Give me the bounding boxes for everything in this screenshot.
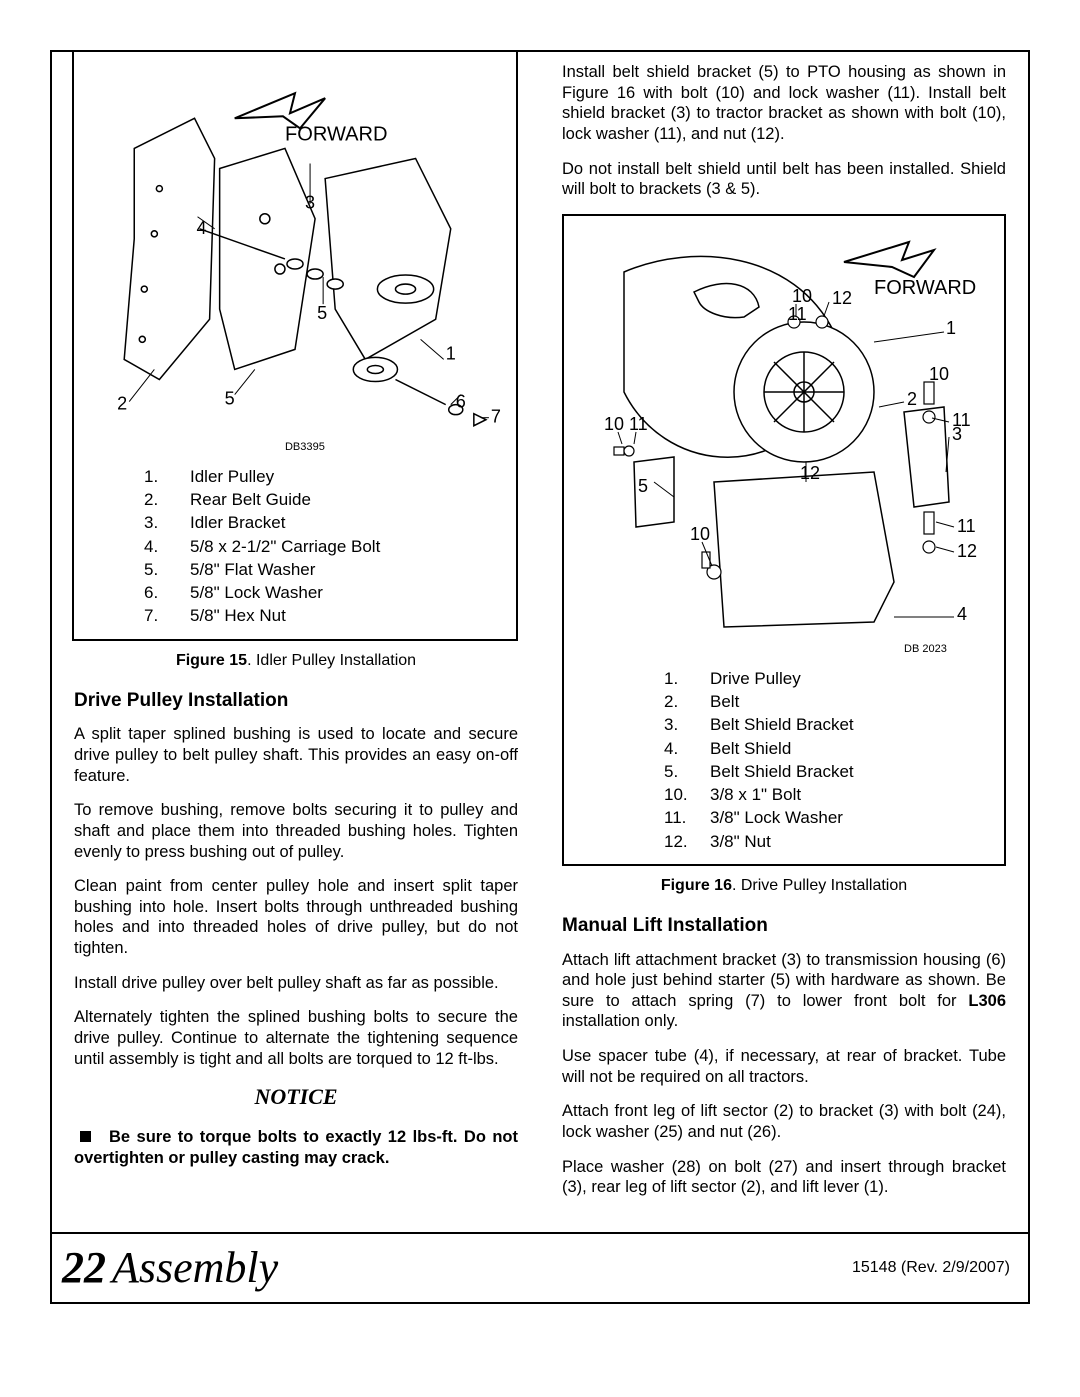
callout-5b: 5 (225, 389, 235, 409)
list-item: 12.3/8" Nut (664, 831, 994, 852)
figure-15-caption: Figure 15. Idler Pulley Installation (74, 651, 518, 671)
heading-drive-pulley: Drive Pulley Installation (74, 689, 518, 713)
callout-5: 5 (638, 476, 648, 496)
callout-2: 2 (117, 394, 127, 414)
paragraph: Install drive pulley over belt pulley sh… (74, 973, 518, 994)
callout-11a: 11 (629, 414, 648, 434)
figure-15-diagram: FORWARD (84, 58, 506, 460)
list-item: 2.Rear Belt Guide (144, 489, 506, 510)
list-item: 4.5/8 x 2-1/2" Carriage Bolt (144, 536, 506, 557)
paragraph: A split taper splined bushing is used to… (74, 724, 518, 786)
page-title: 22Assembly (62, 1242, 278, 1293)
callout-2: 2 (907, 389, 917, 409)
figure-16-diagram: FORWARD (574, 222, 994, 662)
paragraph: Alternately tighten the splined bushing … (74, 1007, 518, 1069)
list-item: 4.Belt Shield (664, 738, 994, 759)
doc-id: 15148 (Rev. 2/9/2007) (852, 1259, 1010, 1277)
db-tag-16: DB 2023 (904, 643, 947, 655)
list-item: 10.3/8 x 1" Bolt (664, 784, 994, 805)
callout-6: 6 (456, 392, 466, 412)
list-item: 5.5/8" Flat Washer (144, 559, 506, 580)
figure-15-box: FORWARD (72, 50, 518, 641)
notice-body: Be sure to torque bolts to exactly 12 lb… (74, 1127, 518, 1168)
list-item: 3.Belt Shield Bracket (664, 714, 994, 735)
callout-7: 7 (491, 407, 501, 427)
list-item: 1.Drive Pulley (664, 668, 994, 689)
page: FORWARD (0, 0, 1080, 1324)
paragraph: Do not install belt shield until belt ha… (562, 159, 1006, 200)
paragraph: Place washer (28) on bolt (27) and inser… (562, 1157, 1006, 1198)
callout-11c: 11 (952, 410, 971, 430)
callout-10a: 10 (929, 364, 949, 384)
list-item: 1.Idler Pulley (144, 466, 506, 487)
callout-11d: 11 (957, 516, 976, 536)
square-bullet-icon (80, 1131, 91, 1142)
list-item: 7.5/8" Hex Nut (144, 605, 506, 626)
list-item: 2.Belt (664, 691, 994, 712)
callout-5a: 5 (317, 303, 327, 323)
figure-16-parts-list: 1.Drive Pulley 2.Belt 3.Belt Shield Brac… (574, 668, 994, 852)
callout-12c: 12 (957, 541, 977, 561)
callout-4: 4 (197, 218, 207, 238)
callout-12b: 12 (800, 463, 820, 483)
notice-title: NOTICE (74, 1083, 518, 1111)
right-column: Install belt shield bracket (5) to PTO h… (540, 52, 1028, 1232)
forward-label: FORWARD (874, 277, 976, 299)
left-column: FORWARD (52, 52, 540, 1232)
heading-manual-lift: Manual Lift Installation (562, 914, 1006, 938)
callout-4: 4 (957, 604, 967, 624)
paragraph: Attach lift attachment bracket (3) to tr… (562, 950, 1006, 1033)
list-item: 6.5/8" Lock Washer (144, 582, 506, 603)
callout-10c: 10 (792, 286, 812, 306)
list-item: 5.Belt Shield Bracket (664, 761, 994, 782)
figure-15-parts-list: 1.Idler Pulley 2.Rear Belt Guide 3.Idler… (84, 466, 506, 627)
figure-16-box: FORWARD (562, 214, 1006, 866)
callout-1: 1 (946, 318, 956, 338)
paragraph: To remove bushing, remove bolts securing… (74, 800, 518, 862)
paragraph: Attach front leg of lift sector (2) to b… (562, 1101, 1006, 1142)
callout-3: 3 (305, 193, 315, 213)
callout-11b: 11 (788, 304, 807, 324)
callout-10d: 10 (690, 524, 710, 544)
page-footer: 22Assembly 15148 (Rev. 2/9/2007) (50, 1234, 1030, 1304)
paragraph: Install belt shield bracket (5) to PTO h… (562, 62, 1006, 145)
figure-16-caption: Figure 16. Drive Pulley Installation (562, 876, 1006, 896)
list-item: 3.Idler Bracket (144, 512, 506, 533)
paragraph: Clean paint from center pulley hole and … (74, 876, 518, 959)
list-item: 11.3/8" Lock Washer (664, 807, 994, 828)
db-tag-15: DB3395 (285, 441, 325, 453)
paragraph: Use spacer tube (4), if necessary, at re… (562, 1046, 1006, 1087)
callout-10b: 10 (604, 414, 624, 434)
callout-1: 1 (446, 343, 456, 363)
content-frame: FORWARD (50, 50, 1030, 1234)
callout-12a: 12 (832, 288, 852, 308)
forward-label: FORWARD (285, 123, 388, 145)
